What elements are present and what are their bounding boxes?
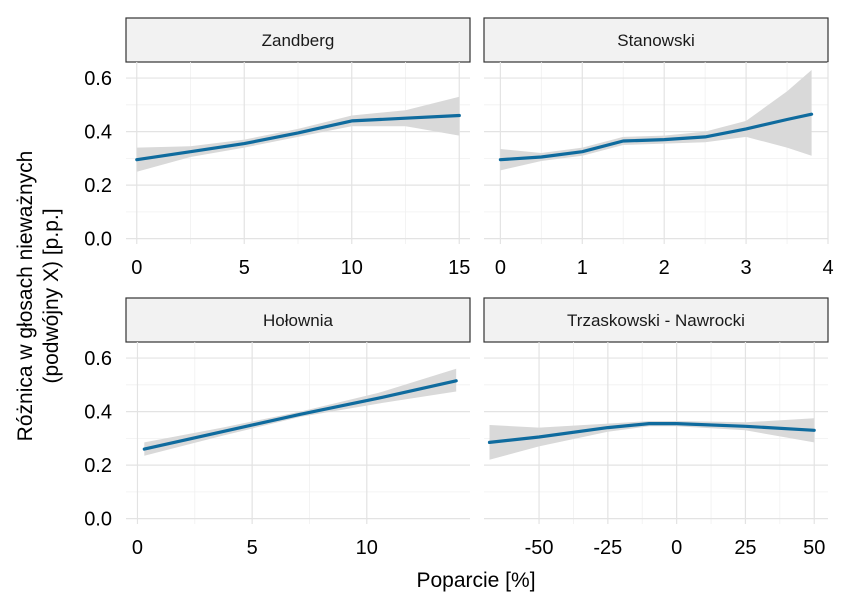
panel-title: Zandberg (262, 31, 335, 50)
x-tick-label: 2 (659, 257, 670, 279)
x-tick-label: 50 (803, 537, 825, 559)
panel-3: Hołownia 0.0 0.2 0.4 0.6 0 5 10 (84, 297, 471, 559)
facet-panels: Zandberg 0.0 0.2 0.4 0.6 0 5 10 15 Stanowski 0 1 2 3 4… (84, 17, 834, 559)
series-line (142, 379, 458, 451)
confidence-band (489, 418, 815, 460)
x-tick-label: 0 (495, 257, 506, 279)
x-tick-label: -50 (525, 537, 554, 559)
x-tick-label: 10 (341, 257, 363, 279)
panel-strip (125, 17, 471, 63)
y-axis-title-line-1: Różnica w głosach nieważnych (14, 151, 37, 442)
x-axis-title: Poparcie [%] (416, 569, 535, 592)
y-tick-label: 0.6 (84, 68, 112, 90)
panel-1: Zandberg 0.0 0.2 0.4 0.6 0 5 10 15 (84, 17, 471, 279)
panel-title: Stanowski (617, 31, 694, 50)
y-tick-label: 0.4 (84, 122, 112, 144)
y-tick-label: 0.2 (84, 175, 112, 197)
x-tick-label: 25 (734, 537, 756, 559)
x-tick-label: 10 (356, 537, 378, 559)
x-tick-label: 1 (577, 257, 588, 279)
y-tick-label: 0.2 (84, 455, 112, 477)
panel-title: Hołownia (263, 311, 333, 330)
x-tick-label: 3 (741, 257, 752, 279)
panel-strip (125, 297, 471, 343)
x-tick-label: 0 (131, 257, 142, 279)
x-tick-label: 5 (247, 537, 258, 559)
x-tick-label: 5 (239, 257, 250, 279)
confidence-band (144, 368, 457, 456)
panel-2: Stanowski 0 1 2 3 4 (483, 17, 834, 279)
series-line (487, 422, 816, 444)
x-tick-label: 4 (822, 257, 833, 279)
panel-strip (483, 17, 829, 63)
x-tick-label: 0 (671, 537, 682, 559)
y-tick-label: 0.6 (84, 348, 112, 370)
x-tick-label: -25 (593, 537, 622, 559)
y-tick-label: 0.0 (84, 229, 112, 251)
x-tick-label: 0 (132, 537, 143, 559)
y-tick-label: 0.0 (84, 509, 112, 531)
x-tick-label: 15 (448, 257, 470, 279)
series-line (498, 112, 814, 162)
confidence-band (500, 70, 812, 171)
y-axis-title-line-2: (podwójny X) [p.p.] (40, 208, 63, 383)
y-tick-label: 0.4 (84, 402, 112, 424)
panel-title: Trzaskowski - Nawrocki (567, 311, 745, 330)
panel-strip (483, 297, 829, 343)
panel-4: Trzaskowski - Nawrocki -50 -25 0 25 50 (483, 297, 829, 559)
series-line (135, 113, 461, 162)
